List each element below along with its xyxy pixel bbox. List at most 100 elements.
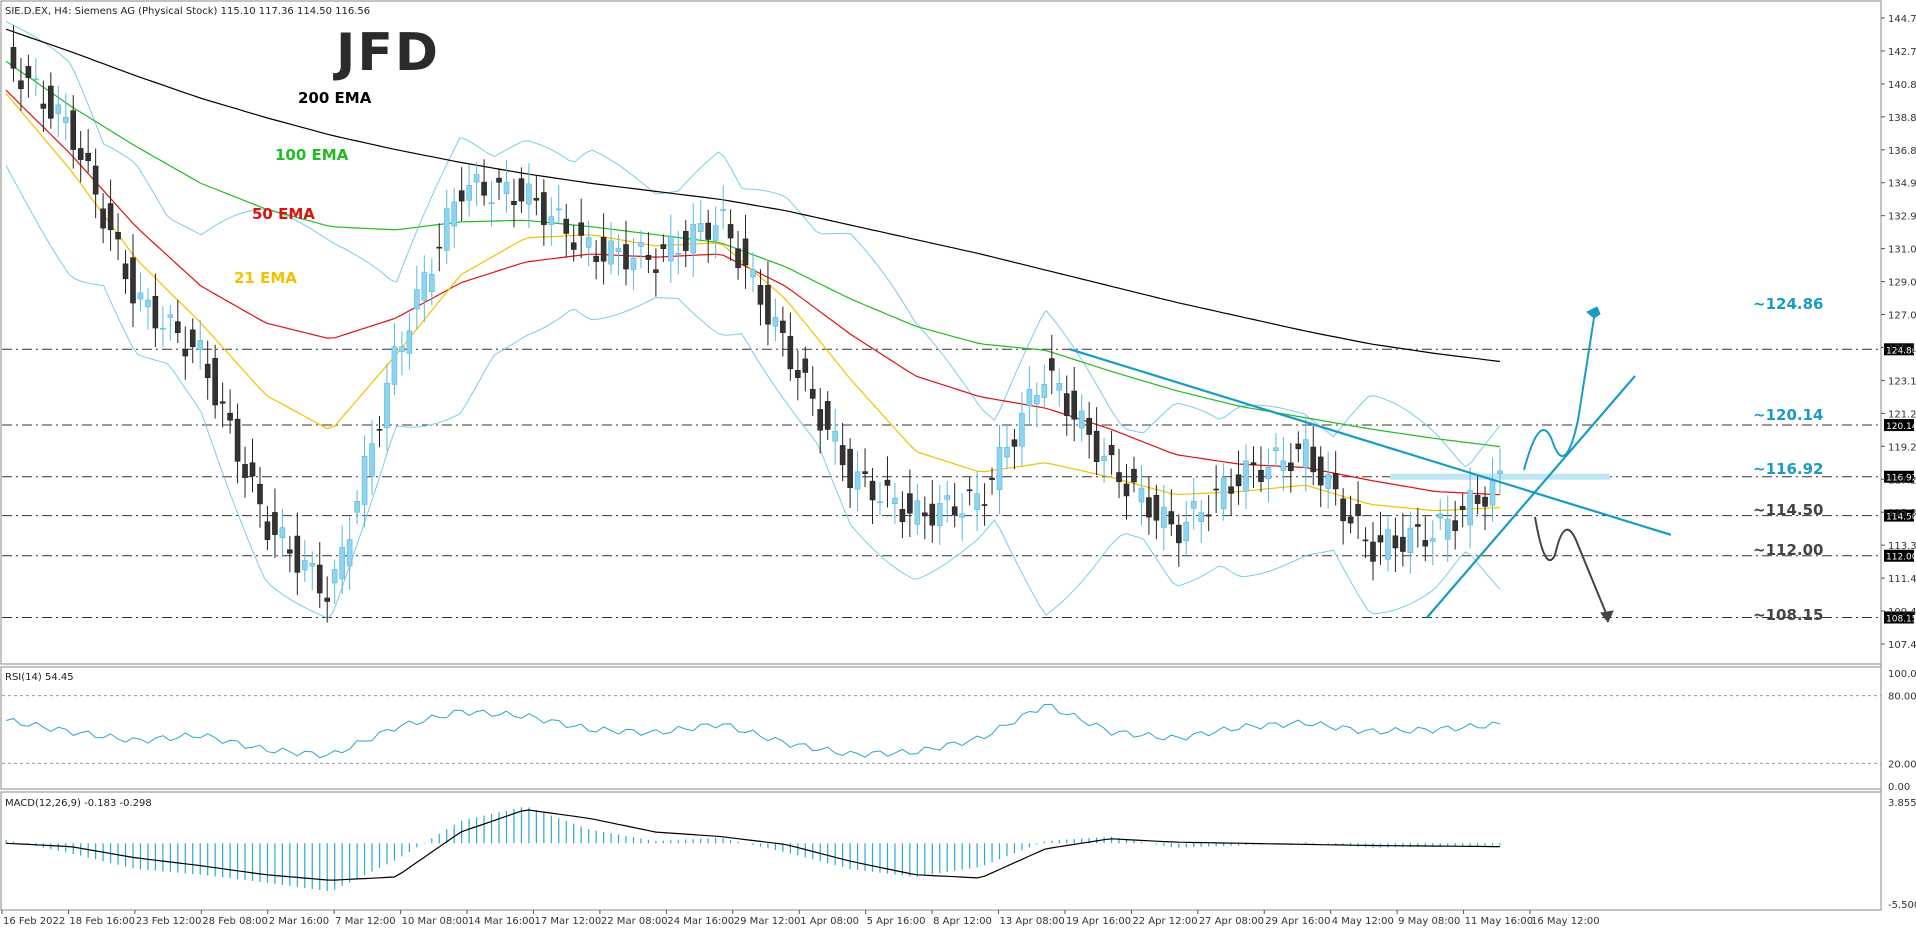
price-tick-label: 142.77 [1888, 47, 1916, 58]
bullish-candle [772, 317, 779, 327]
bullish-candle [1437, 513, 1444, 519]
bearish-candle [1250, 462, 1257, 466]
bearish-candle [316, 564, 323, 594]
bearish-candle [1123, 483, 1130, 497]
bearish-candle [1235, 474, 1242, 487]
level-price-tag-text: 120.14 [1886, 422, 1916, 432]
bearish-candle [227, 412, 233, 421]
time-tick-label: 28 Feb 08:00 [202, 916, 268, 927]
scenario-arrows [1523, 306, 1614, 623]
time-tick-label: 19 Apr 16:00 [1066, 916, 1131, 927]
bearish-arrow-head [1600, 610, 1614, 623]
bearish-candle [100, 208, 106, 229]
bullish-candle [1078, 410, 1085, 429]
time-tick-label: 16 May 12:00 [1531, 916, 1600, 927]
bearish-candle [899, 509, 906, 523]
time-tick-label: 13 Apr 08:00 [1000, 916, 1065, 927]
bearish-candle [1295, 443, 1302, 450]
rsi-tick-label: 100.00 [1888, 669, 1916, 680]
bearish-candle [287, 549, 293, 554]
price-tick-label: 109.45 [1888, 607, 1916, 618]
macd-tick-label: -5.500 [1888, 900, 1916, 911]
level-label-124-86: ~124.86 [1753, 295, 1823, 313]
level-label-108-15: ~108.15 [1753, 606, 1823, 624]
bearish-candle [1228, 486, 1234, 494]
bearish-candle [458, 190, 465, 202]
bullish-candle [399, 346, 405, 352]
bearish-candle [1340, 498, 1346, 522]
price-tick-label: 144.73 [1888, 14, 1916, 25]
bullish-candle [428, 273, 435, 293]
bearish-candle [130, 257, 136, 304]
bullish-candle [406, 330, 413, 354]
bullish-candle [1467, 490, 1473, 526]
bullish-candle [279, 527, 286, 538]
time-tick-label: 29 Mar 12:00 [734, 916, 801, 927]
bullish-candle [555, 208, 562, 211]
bearish-candle [1049, 358, 1055, 371]
price-tick-label: 107.49 [1888, 640, 1916, 651]
price-tick-label: 117.29 [1888, 475, 1916, 486]
time-tick-label: 4 May 12:00 [1332, 916, 1394, 927]
bearish-candle [981, 504, 988, 506]
bearish-candle [682, 231, 689, 251]
bearish-candle [257, 483, 263, 505]
bearish-candle [264, 521, 271, 540]
time-tick-label: 29 Apr 16:00 [1265, 916, 1330, 927]
level-label-114-50: ~114.50 [1753, 501, 1823, 519]
bullish-candle [936, 503, 943, 527]
bearish-candle [272, 512, 278, 535]
macd-signal-line [5, 809, 1500, 881]
price-tick-label: 132.97 [1888, 212, 1916, 223]
bearish-candle [1205, 514, 1212, 517]
bearish-candle [623, 244, 629, 270]
bearish-candle [802, 358, 809, 373]
bullish-candle [548, 216, 555, 225]
bearish-candle [70, 110, 77, 150]
bearish-candle [219, 401, 226, 404]
time-tick-label: 10 Mar 08:00 [402, 916, 469, 927]
bullish-candle [996, 446, 1003, 491]
bearish-candle [929, 503, 936, 526]
ema-21-label: 21 EMA [234, 269, 297, 287]
bearish-candle [212, 358, 218, 406]
bullish-arrow-head [1586, 306, 1601, 319]
price-tick-label: 127.09 [1888, 311, 1916, 322]
time-tick-label: 1 Apr 08:00 [800, 916, 859, 927]
level-price-tag [1884, 611, 1914, 624]
bullish-candle [720, 209, 726, 211]
ascending-trendline [1426, 375, 1636, 619]
bullish-candle [1444, 518, 1451, 540]
rsi-tick-label: 80.00 [1888, 692, 1916, 703]
bearish-candle [1370, 541, 1376, 562]
bearish-candle [847, 448, 853, 489]
bullish-scenario-arrow [1523, 317, 1595, 471]
rsi-pane-frame [0, 666, 1882, 790]
bearish-candle [1355, 504, 1361, 516]
bearish-candle [18, 80, 24, 90]
bearish-candle [787, 335, 794, 370]
bearish-candle [324, 597, 331, 602]
bullish-candle [1497, 470, 1503, 474]
bearish-candle [175, 321, 181, 333]
bullish-candle [391, 346, 398, 385]
level-label-116-92: ~116.92 [1753, 460, 1823, 478]
bearish-candle [1086, 417, 1092, 435]
bearish-candle [1071, 390, 1078, 420]
bearish-candle [376, 428, 383, 431]
bullish-candle [354, 501, 360, 513]
bullish-candle [361, 455, 368, 505]
time-tick-label: 17 Mar 12:00 [534, 916, 601, 927]
bearish-candle [122, 263, 129, 280]
bearish-candle [966, 489, 973, 492]
bullish-candle [877, 501, 883, 504]
trendlines [1069, 348, 1672, 619]
bullish-candle [1190, 500, 1197, 509]
price-tick-label: 131.01 [1888, 245, 1916, 256]
bearish-candle [600, 237, 607, 262]
rsi-tick-label: 20.00 [1888, 759, 1916, 770]
ema-line-200 [5, 28, 1501, 363]
level-price-tag [1884, 419, 1914, 432]
time-tick-label: 2 Mar 16:00 [269, 916, 329, 927]
